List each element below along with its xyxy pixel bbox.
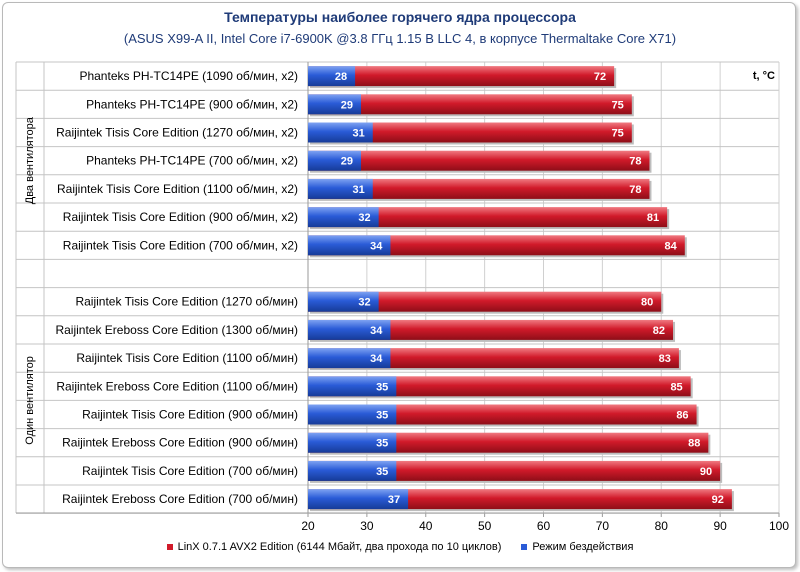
data-label-idle: 35 (376, 438, 388, 450)
data-label-linx: 75 (612, 128, 624, 140)
data-label-idle: 31 (353, 184, 365, 196)
category-label: Raijintek Tisis Core Edition (1270 об/ми… (75, 295, 298, 309)
category-label: Phanteks PH-TC14PE (900 об/мин, x2) (86, 97, 298, 111)
category-label: Phanteks PH-TC14PE (1090 об/мин, x2) (79, 69, 298, 83)
bar-linx (308, 376, 691, 397)
group-label: Два вентилятора (24, 116, 36, 204)
legend-swatch-linx (166, 544, 173, 550)
legend-label-linx: LinX 0.7.1 AVX2 Edition (6144 Мбайт, два… (177, 541, 502, 553)
category-label: Raijintek Ereboss Core Edition (1300 об/… (55, 323, 298, 337)
data-label-linx: 81 (647, 212, 659, 224)
category-label: Raijintek Tisis Core Edition (700 об/мин… (82, 464, 298, 478)
legend-item-idle: Режим бездействия (521, 541, 633, 553)
data-label-linx: 84 (665, 240, 678, 252)
legend-swatch-idle (521, 544, 528, 550)
data-label-linx: 92 (712, 494, 724, 506)
bar-linx (308, 122, 632, 143)
legend-label-idle: Режим бездействия (532, 541, 634, 553)
data-label-idle: 34 (370, 353, 383, 365)
data-label-idle: 32 (358, 297, 370, 309)
chart-subtitle: (ASUS X99-A II, Intel Core i7-6900K @3.8… (123, 31, 677, 46)
bar-idle (308, 348, 391, 369)
bar-linx (308, 489, 732, 510)
x-tick-label: 90 (713, 519, 727, 533)
x-tick-label: 20 (301, 519, 315, 533)
data-label-linx: 85 (670, 381, 682, 393)
category-label: Raijintek Tisis Core Edition (900 об/мин… (82, 408, 298, 422)
data-label-linx: 90 (700, 466, 712, 478)
data-label-idle: 35 (376, 381, 388, 393)
bar-linx (308, 178, 650, 199)
data-label-idle: 35 (376, 410, 388, 422)
x-tick-label: 30 (360, 519, 374, 533)
bar-linx (308, 348, 679, 369)
chart-legend: LinX 0.7.1 AVX2 Edition (6144 Мбайт, два… (0, 541, 800, 553)
data-label-linx: 78 (629, 184, 641, 196)
bar-idle (308, 291, 379, 312)
category-label: Phanteks PH-TC14PE (700 об/мин, x2) (86, 154, 298, 168)
bar-idle (308, 150, 361, 171)
bar-idle (308, 66, 356, 87)
data-label-idle: 37 (388, 494, 400, 506)
data-label-idle: 34 (370, 325, 383, 337)
data-label-linx: 78 (629, 156, 641, 168)
bar-linx (308, 207, 668, 228)
data-label-linx: 82 (653, 325, 665, 337)
bar-idle (308, 207, 379, 228)
x-tick-label: 70 (596, 519, 610, 533)
bar-idle (308, 432, 397, 453)
category-label: Raijintek Ereboss Core Edition (1100 об/… (56, 379, 298, 393)
chart-title: Температуры наиболее горячего ядра проце… (224, 9, 576, 25)
unit-label: t, °C (753, 70, 775, 82)
bar-idle (308, 460, 397, 481)
data-label-linx: 75 (612, 99, 624, 111)
legend-item-linx: LinX 0.7.1 AVX2 Edition (6144 Мбайт, два… (166, 541, 502, 553)
data-label-idle: 31 (353, 128, 365, 140)
bar-linx (308, 319, 674, 340)
category-label: Raijintek Ereboss Core Edition (900 об/м… (62, 436, 298, 450)
category-label: Raijintek Ereboss Core Edition (700 об/м… (62, 492, 298, 506)
bar-linx (308, 291, 662, 312)
bar-idle (308, 122, 373, 143)
data-label-linx: 72 (594, 71, 606, 83)
x-tick-label: 80 (655, 519, 669, 533)
category-label: Raijintek Tisis Core Edition (1100 об/ми… (57, 182, 298, 196)
bar-idle (308, 404, 397, 425)
bar-idle (308, 376, 397, 397)
bar-linx (308, 235, 685, 256)
data-label-linx: 88 (688, 438, 700, 450)
category-label: Raijintek Tisis Core Edition (900 об/мин… (63, 210, 298, 224)
data-label-idle: 32 (358, 212, 370, 224)
bar-linx (308, 432, 709, 453)
data-label-idle: 34 (370, 240, 383, 252)
x-tick-label: 50 (478, 519, 492, 533)
category-label: Raijintek Tisis Core Edition (1270 об/ми… (56, 126, 298, 140)
data-label-idle: 28 (335, 71, 347, 83)
bar-linx (308, 460, 721, 481)
x-tick-label: 40 (419, 519, 433, 533)
category-label: Raijintek Tisis Core Edition (1100 об/ми… (76, 351, 298, 365)
category-label: Raijintek Tisis Core Edition (700 об/мин… (63, 238, 298, 252)
group-label: Один вентилятор (24, 356, 36, 445)
bar-linx (308, 404, 697, 425)
data-label-idle: 29 (341, 156, 353, 168)
bar-linx (308, 94, 632, 115)
data-label-idle: 29 (341, 99, 353, 111)
data-label-linx: 86 (676, 410, 688, 422)
x-tick-label: 60 (537, 519, 551, 533)
bar-idle (308, 235, 391, 256)
bar-linx (308, 150, 650, 171)
data-label-linx: 83 (659, 353, 671, 365)
bar-idle (308, 319, 391, 340)
bar-idle (308, 94, 361, 115)
x-tick-label: 100 (769, 519, 789, 533)
data-label-idle: 35 (376, 466, 388, 478)
bar-idle (308, 178, 373, 199)
data-label-linx: 80 (641, 297, 653, 309)
bar-idle (308, 489, 409, 510)
bar-linx (308, 66, 615, 87)
